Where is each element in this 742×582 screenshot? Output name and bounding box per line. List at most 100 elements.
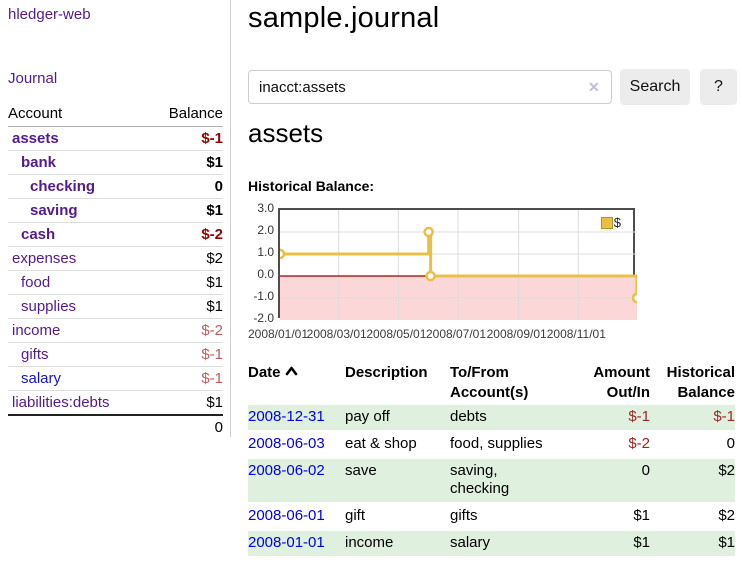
header-line: Historical <box>666 364 735 381</box>
chart-plot-area[interactable]: $ <box>278 208 637 320</box>
account-balance: $1 <box>148 390 223 416</box>
help-button[interactable]: ? <box>700 69 737 105</box>
sort-ascending-icon <box>285 366 297 376</box>
account-link[interactable]: gifts <box>21 346 49 363</box>
register-header-description[interactable]: Description <box>345 361 450 405</box>
sidebar: hledger-web Journal Account Balance asse… <box>0 0 231 439</box>
account-balance: $-1 <box>148 342 223 367</box>
account-row: checking 0 <box>8 174 223 199</box>
transaction-date-link[interactable]: 2008-01-01 <box>248 534 325 551</box>
account-row: expenses $2 <box>8 246 223 271</box>
transaction-description: gift <box>345 503 450 531</box>
account-link[interactable]: saving <box>30 202 78 219</box>
accounts-header-balance: Balance <box>148 102 223 127</box>
account-heading: assets <box>248 118 324 148</box>
accounts-header-account: Account <box>8 102 149 127</box>
transaction-accounts: salary <box>450 530 570 558</box>
y-axis-tick-label: 2.0 <box>257 223 274 237</box>
transaction-amount: $-1 <box>570 405 650 432</box>
transaction-description: income <box>345 530 450 558</box>
transaction-date-link[interactable]: 2008-12-31 <box>248 408 325 425</box>
header-line: Out/In <box>606 384 650 401</box>
transaction-row: 2008-06-02 save saving, checking 0 $2 <box>248 458 735 504</box>
register-header-tofrom[interactable]: To/From Account(s) <box>450 361 570 405</box>
account-row: assets $-1 <box>8 126 223 151</box>
account-balance: $2 <box>148 246 223 271</box>
y-axis-tick-label: 1.0 <box>257 245 274 259</box>
transaction-accounts: gifts <box>450 503 570 531</box>
transaction-balance: $2 <box>650 458 735 504</box>
x-axis-tick-label: 2008/01/01 <box>247 327 309 341</box>
clear-search-icon[interactable]: ✕ <box>588 79 600 95</box>
x-axis-tick-label: 2008/05/01 <box>366 327 427 341</box>
y-axis-tick-label: -1.0 <box>253 289 274 303</box>
balance-line-svg <box>280 210 637 320</box>
account-link[interactable]: salary <box>21 370 62 387</box>
header-line: Description <box>345 364 428 381</box>
transaction-balance: $1 <box>650 530 735 558</box>
account-link[interactable]: supplies <box>21 298 77 315</box>
sidebar-item-journal[interactable]: Journal <box>8 70 58 87</box>
app-title[interactable]: hledger-web <box>8 6 91 23</box>
account-link[interactable]: cash <box>21 226 56 243</box>
x-axis-tick-label: 2008/03/01 <box>306 327 367 341</box>
account-link[interactable]: assets <box>12 130 59 147</box>
y-axis-tick-label: 3.0 <box>257 201 274 215</box>
historical-balance-chart: $ 3.0 2.0 1.0 0.0 -1.0 -2.0 2008/01/01 2008/03/… <box>248 200 688 348</box>
account-row: supplies $1 <box>8 294 223 319</box>
account-balance: 0 <box>148 174 223 199</box>
transaction-amount: 0 <box>570 458 650 504</box>
search-form: ✕ Search ? <box>248 69 737 105</box>
account-balance: $1 <box>148 150 223 175</box>
accounts-table: Account Balance assets $-1 bank $1 checking 0… <box>8 102 223 439</box>
register-header-date[interactable]: Date <box>248 361 345 405</box>
transaction-balance: $2 <box>650 503 735 531</box>
x-axis-tick-label: 2008/07/01 <box>425 327 487 341</box>
search-input[interactable] <box>248 70 612 104</box>
register-table-header: Date Description To/From Account(s) Amount Ou… <box>248 361 735 405</box>
transaction-date-link[interactable]: 2008-06-01 <box>248 507 325 524</box>
account-balance: $1 <box>148 294 223 319</box>
transaction-date-link[interactable]: 2008-06-03 <box>248 435 325 452</box>
account-link[interactable]: expenses <box>12 250 77 267</box>
chart-title: Historical Balance: <box>248 178 375 194</box>
transaction-row: 2008-12-31 pay off debts $-1 $-1 <box>248 405 735 432</box>
account-row: cash $-2 <box>8 222 223 247</box>
transaction-balance: $-1 <box>650 405 735 432</box>
account-link[interactable]: food <box>21 274 51 291</box>
accounts-total-row: 0 <box>8 414 223 439</box>
y-axis-tick-label: -2.0 <box>253 311 274 325</box>
account-link[interactable]: income <box>12 322 61 339</box>
legend-label: $ <box>613 215 621 230</box>
transaction-amount: $-2 <box>570 431 650 459</box>
account-row: salary $-1 <box>8 366 223 391</box>
transaction-row: 2008-01-01 income salary $1 $1 <box>248 530 735 558</box>
account-row: liabilities:debts $1 <box>8 390 223 416</box>
transaction-row: 2008-06-03 eat & shop food, supplies $-2 0 <box>248 431 735 459</box>
transaction-accounts: food, supplies <box>450 431 570 459</box>
header-line: To/From <box>450 364 509 381</box>
transaction-accounts: saving, checking <box>450 458 570 504</box>
transaction-balance: 0 <box>650 431 735 459</box>
transaction-amount: $1 <box>570 503 650 531</box>
register-header-historical[interactable]: Historical Balance <box>650 361 735 405</box>
legend-swatch-icon <box>600 216 613 229</box>
account-balance: $1 <box>148 198 223 223</box>
account-link[interactable]: liabilities:debts <box>12 394 110 411</box>
header-line: Amount <box>593 364 650 381</box>
account-row: saving $1 <box>8 198 223 223</box>
account-balance: $1 <box>148 270 223 295</box>
transaction-amount: $1 <box>570 530 650 558</box>
transaction-date-link[interactable]: 2008-06-02 <box>248 462 325 479</box>
account-row: bank $1 <box>8 150 223 175</box>
account-link[interactable]: checking <box>30 178 96 195</box>
accounts-table-header: Account Balance <box>8 102 223 127</box>
x-axis-tick-label: 2008/09/01 <box>486 327 547 341</box>
transaction-description: eat & shop <box>345 431 450 459</box>
account-balance: $-1 <box>148 366 223 391</box>
register-header-amount[interactable]: Amount Out/In <box>570 361 650 405</box>
account-link[interactable]: bank <box>21 154 57 171</box>
x-axis-tick-label: 2008/11/01 <box>546 327 606 341</box>
search-button[interactable]: Search <box>620 69 690 105</box>
